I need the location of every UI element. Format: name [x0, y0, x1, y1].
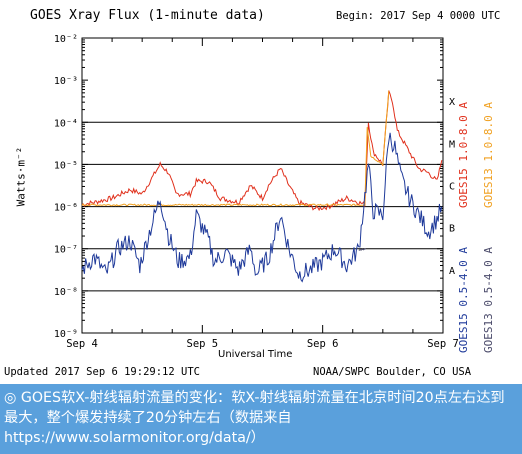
x-tick-label: Sep 4 [66, 338, 98, 350]
flare-class-c: C [449, 182, 455, 193]
flare-class-m: M [449, 139, 455, 150]
x-tick-label: Sep 7 [427, 338, 459, 350]
x-tick-label: Sep 5 [187, 338, 219, 350]
series-line-3 [81, 132, 443, 283]
figure-caption: ◎ GOES软X-射线辐射流量的变化：软X-射线辐射流量在北京时间20点左右达到… [4, 390, 505, 446]
chart-panel: GOES Xray Flux (1-minute data) Begin: 20… [0, 0, 522, 384]
y-tick-label: 10⁻⁸ [54, 287, 78, 298]
y-tick-label: 10⁻⁷ [54, 245, 78, 256]
legend-entry-1: GOES15 1.0-8.0 A [457, 102, 470, 208]
flare-class-b: B [449, 224, 455, 235]
y-tick-label: 10⁻² [54, 34, 78, 45]
legend-entry-3: GOES15 0.5-4.0 A [457, 247, 470, 353]
updated-timestamp: Updated 2017 Sep 6 19:29:12 UTC [4, 366, 200, 378]
legend-entry-4: GOES13 0.5-4.0 A [482, 247, 495, 353]
x-axis-label: Universal Time [218, 349, 293, 360]
series-line-2 [81, 90, 390, 207]
chart-title: GOES Xray Flux (1-minute data) [30, 8, 265, 23]
series-line-4 [358, 248, 367, 251]
y-tick-label: 10⁻⁴ [54, 118, 78, 129]
legend-entry-2: GOES13 1.0-8.0 A [482, 102, 495, 208]
flare-class-x: X [449, 97, 455, 108]
y-tick-label: 10⁻³ [54, 76, 78, 87]
x-tick-label: Sep 6 [307, 338, 339, 350]
y-tick-label: 10⁻⁵ [54, 160, 78, 171]
data-credit: NOAA/SWPC Boulder, CO USA [313, 366, 472, 378]
plot-frame [81, 37, 444, 334]
begin-time-label: Begin: 2017 Sep 4 0000 UTC [336, 10, 501, 22]
y-tick-label: 10⁻⁶ [54, 203, 78, 214]
flare-class-a: A [449, 266, 455, 277]
y-tick-label: 10⁻⁹ [54, 329, 78, 340]
